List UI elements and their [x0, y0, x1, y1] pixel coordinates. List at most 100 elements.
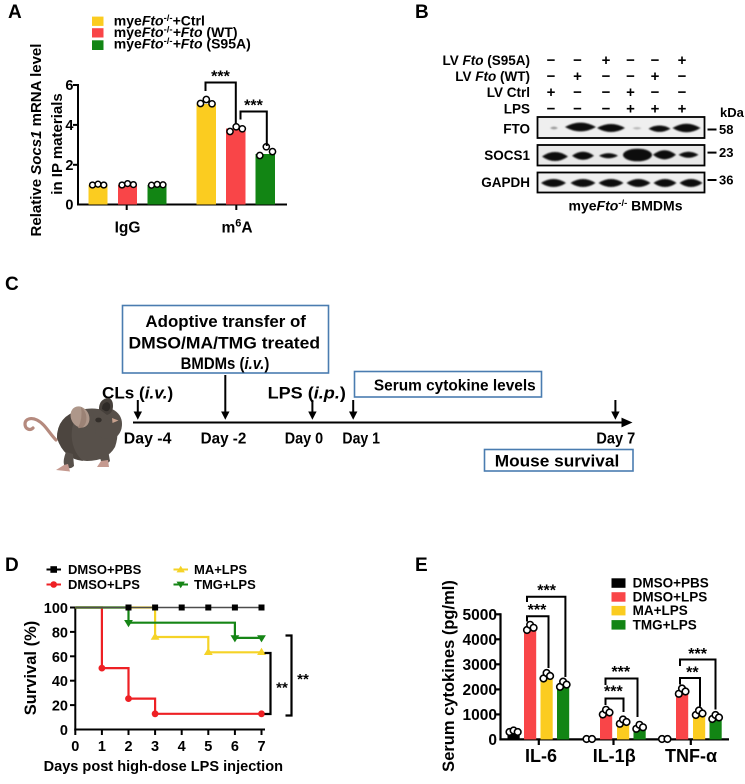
svg-text:E: E: [415, 555, 428, 576]
svg-text:Relative Socs1 mRNA level: Relative Socs1 mRNA level: [28, 44, 45, 237]
svg-text:36: 36: [719, 173, 733, 188]
svg-text:3000: 3000: [463, 657, 497, 674]
svg-text:+: +: [573, 68, 582, 85]
svg-text:+: +: [678, 101, 687, 118]
svg-text:+: +: [678, 52, 687, 69]
svg-text:kDa: kDa: [720, 105, 745, 120]
svg-text:58: 58: [719, 122, 733, 137]
svg-text:0: 0: [71, 739, 79, 755]
svg-text:LPS: LPS: [504, 102, 530, 117]
svg-text:TMG+LPS: TMG+LPS: [194, 577, 256, 592]
svg-text:+: +: [626, 84, 635, 101]
svg-text:1000: 1000: [463, 707, 497, 724]
svg-text:100: 100: [44, 601, 68, 617]
svg-text:−: −: [547, 68, 556, 85]
svg-text:Day -2: Day -2: [201, 431, 247, 448]
svg-text:4: 4: [178, 739, 186, 755]
svg-text:in IP materials: in IP materials: [49, 93, 66, 194]
svg-text:DMSO+PBS: DMSO+PBS: [633, 576, 709, 591]
svg-text:DMSO+PBS: DMSO+PBS: [68, 562, 142, 577]
svg-text:Days post high-dose LPS inject: Days post high-dose LPS injection: [44, 759, 283, 775]
svg-text:***: ***: [244, 98, 263, 115]
svg-text:0: 0: [65, 198, 73, 214]
svg-text:LV Fto (S95A): LV Fto (S95A): [442, 53, 530, 68]
svg-text:5: 5: [204, 739, 212, 755]
svg-text:IL-6: IL-6: [525, 746, 557, 766]
svg-text:4: 4: [65, 118, 73, 134]
svg-text:Survival (%): Survival (%): [22, 621, 40, 715]
svg-text:TNF-α: TNF-α: [665, 746, 717, 766]
svg-text:2000: 2000: [463, 682, 497, 699]
svg-text:2: 2: [124, 739, 132, 755]
svg-text:−: −: [547, 101, 556, 118]
svg-text:+: +: [626, 101, 635, 118]
svg-text:DMSO+LPS: DMSO+LPS: [68, 577, 140, 592]
svg-text:LPS (i.p.): LPS (i.p.): [268, 384, 346, 403]
svg-text:3: 3: [151, 739, 159, 755]
svg-text:+: +: [651, 68, 660, 85]
svg-text:IgG: IgG: [115, 220, 141, 237]
svg-text:m6A: m6A: [221, 218, 252, 237]
svg-text:6: 6: [231, 739, 239, 755]
svg-text:−: −: [651, 84, 660, 101]
svg-text:+: +: [547, 84, 556, 101]
svg-text:**: **: [297, 671, 309, 688]
svg-text:5000: 5000: [463, 607, 497, 624]
svg-text:**: **: [686, 665, 699, 682]
svg-text:C: C: [5, 274, 19, 295]
svg-text:myeFto-/-+Fto (S95A): myeFto-/-+Fto (S95A): [114, 36, 251, 52]
svg-text:B: B: [415, 2, 429, 23]
svg-text:4000: 4000: [463, 632, 497, 649]
svg-text:**: **: [276, 680, 288, 697]
svg-text:myeFto-/- BMDMs: myeFto-/- BMDMs: [569, 198, 683, 214]
svg-text:Day 1: Day 1: [342, 431, 380, 448]
svg-text:myeFto-/-+Ctrl: myeFto-/-+Ctrl: [114, 12, 205, 28]
svg-text:TMG+LPS: TMG+LPS: [633, 617, 697, 632]
svg-text:−: −: [602, 101, 611, 118]
svg-text:0: 0: [488, 732, 497, 749]
svg-text:−: −: [678, 84, 687, 101]
svg-text:60: 60: [52, 650, 68, 666]
svg-text:−: −: [651, 52, 660, 69]
svg-text:Serum cytokines (pg/ml): Serum cytokines (pg/ml): [440, 580, 458, 772]
svg-text:***: ***: [528, 602, 547, 619]
svg-text:+: +: [602, 52, 611, 69]
svg-text:***: ***: [688, 646, 707, 663]
svg-text:1: 1: [98, 739, 106, 755]
svg-text:−: −: [573, 84, 582, 101]
svg-text:2: 2: [65, 158, 73, 174]
svg-text:MA+LPS: MA+LPS: [633, 603, 688, 618]
svg-text:BMDMs (i.v.): BMDMs (i.v.): [181, 355, 270, 373]
svg-text:Serum cytokine levels: Serum cytokine levels: [374, 378, 536, 395]
svg-text:IL-1β: IL-1β: [593, 746, 636, 766]
svg-text:Day 0: Day 0: [285, 431, 323, 448]
svg-text:−: −: [602, 84, 611, 101]
svg-text:***: ***: [611, 664, 630, 681]
svg-text:MA+LPS: MA+LPS: [194, 562, 247, 577]
svg-text:+: +: [651, 101, 660, 118]
svg-text:Day 7: Day 7: [596, 431, 635, 448]
svg-text:−: −: [573, 101, 582, 118]
svg-text:DMSO+LPS: DMSO+LPS: [633, 589, 708, 604]
svg-text:80: 80: [52, 625, 68, 641]
svg-text:6: 6: [65, 78, 73, 94]
svg-text:40: 40: [52, 674, 68, 690]
svg-text:Mouse survival: Mouse survival: [495, 451, 620, 470]
svg-text:23: 23: [719, 145, 733, 160]
svg-text:FTO: FTO: [503, 122, 530, 137]
svg-text:SOCS1: SOCS1: [484, 148, 530, 163]
svg-text:***: ***: [537, 583, 556, 600]
svg-text:***: ***: [211, 69, 230, 86]
svg-text:Day -4: Day -4: [124, 431, 172, 448]
svg-text:−: −: [547, 52, 556, 69]
svg-text:−: −: [626, 52, 635, 69]
svg-text:−: −: [602, 68, 611, 85]
svg-text:7: 7: [257, 739, 265, 755]
svg-text:A: A: [8, 2, 22, 23]
svg-text:−: −: [626, 68, 635, 85]
svg-text:−: −: [573, 52, 582, 69]
svg-text:20: 20: [52, 699, 68, 715]
svg-text:Adoptive transfer of: Adoptive transfer of: [145, 313, 306, 331]
svg-text:LV Fto (WT): LV Fto (WT): [455, 69, 530, 84]
svg-text:0: 0: [60, 723, 68, 739]
